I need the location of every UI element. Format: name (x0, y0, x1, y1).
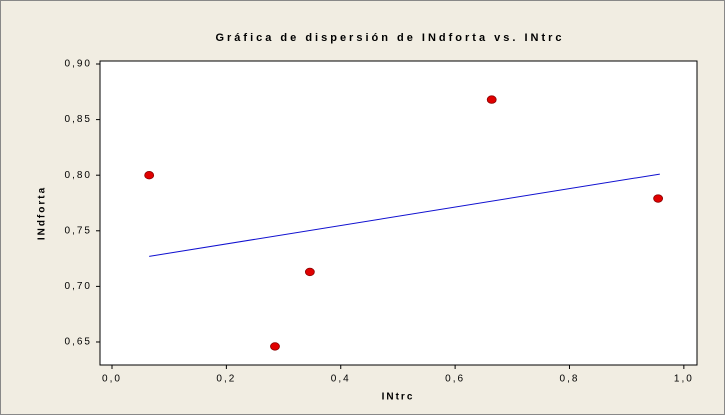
scatter-point (270, 342, 280, 351)
scatter-point (486, 95, 497, 104)
y-tick-label: 0,65 (65, 337, 92, 348)
fit-line (149, 173, 660, 257)
plot-area (99, 60, 698, 366)
x-axis-label: INtrc (382, 392, 415, 403)
x-tick-label: 0,0 (102, 374, 122, 385)
x-tick-label: 1,0 (674, 374, 694, 385)
scatter-point (144, 170, 155, 180)
x-tick-label: 0,2 (216, 374, 236, 385)
x-tick-label: 0,6 (445, 374, 465, 385)
x-tick-label: 0,4 (331, 374, 351, 385)
y-tick-label: 0,85 (65, 114, 92, 125)
scatter-point (304, 267, 315, 277)
y-tick-label: 0,90 (65, 59, 92, 70)
x-tick-label: 0,8 (560, 374, 580, 385)
y-tick-label: 0,70 (65, 281, 92, 292)
scatter-point (653, 194, 664, 203)
y-axis-label: INdforta (37, 186, 48, 240)
y-tick-label: 0,75 (65, 225, 92, 236)
chart-title: Gráfica de dispersión de INdforta vs. IN… (215, 32, 564, 44)
y-tick-label: 0,80 (65, 170, 92, 181)
